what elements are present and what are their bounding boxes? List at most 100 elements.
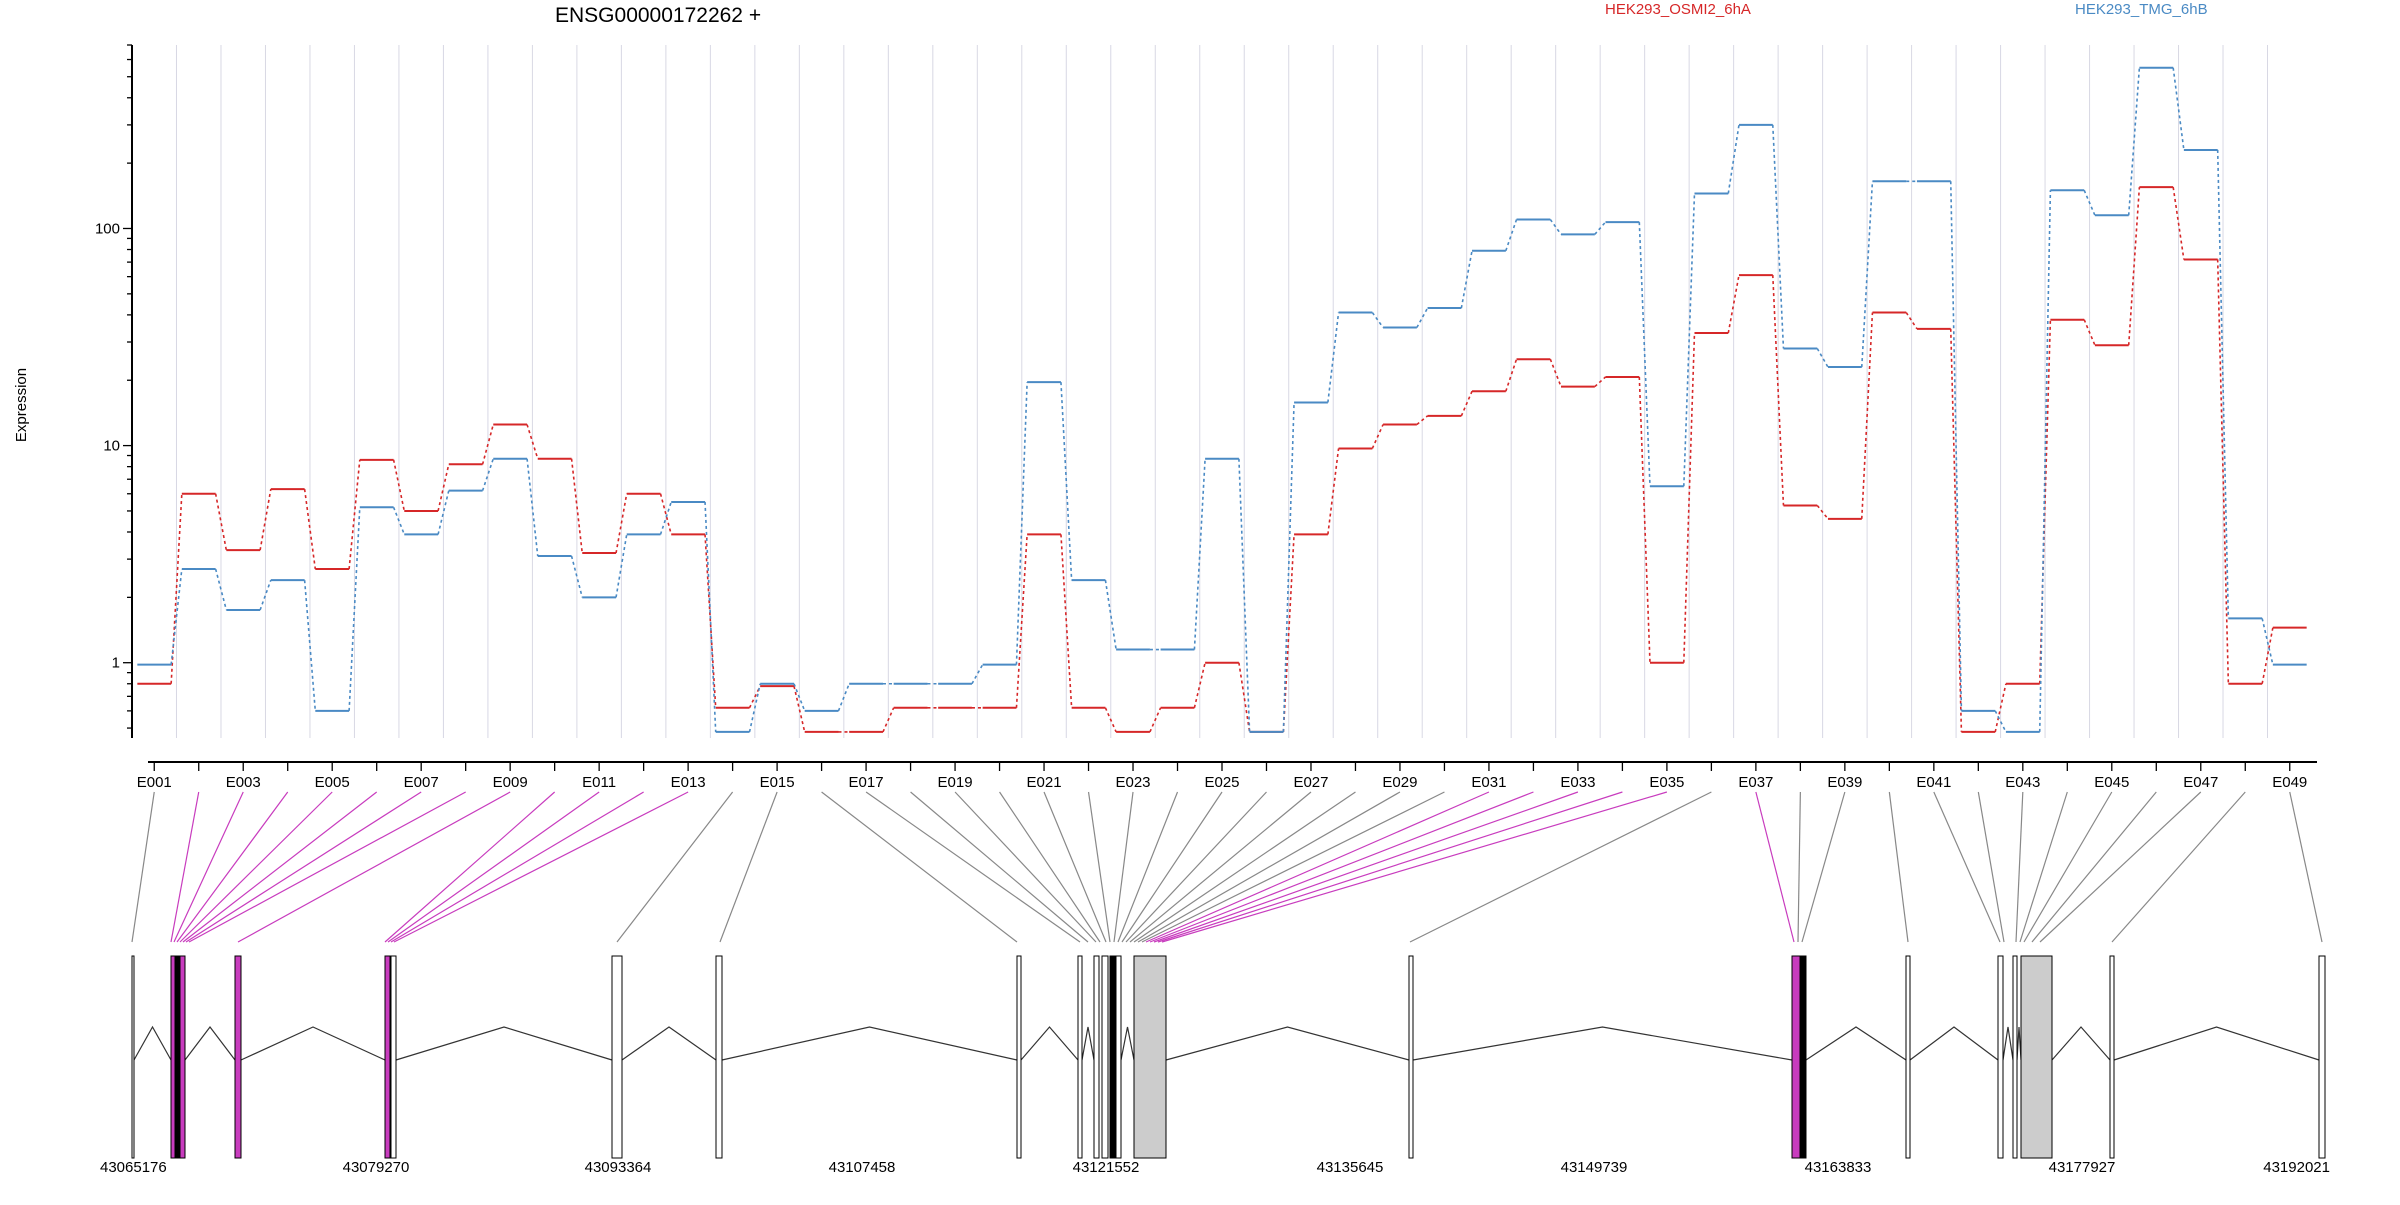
exon-label: E019 <box>938 774 973 791</box>
exon-block <box>1016 955 1022 1159</box>
connector-line <box>185 791 422 943</box>
exon-label: E031 <box>1471 774 1506 791</box>
genomic-position-label: 43135645 <box>1317 1159 1384 1176</box>
connector-line <box>719 791 778 943</box>
connector-line <box>1113 791 1134 943</box>
exon-block <box>1101 955 1109 1159</box>
step-connector <box>748 683 761 733</box>
step-connector <box>971 664 984 685</box>
exon-block <box>2020 955 2053 1159</box>
step-connector <box>481 424 495 465</box>
connector-line <box>188 791 466 943</box>
connector-line <box>182 791 378 943</box>
connector-line <box>1145 791 1490 943</box>
exon-label: E001 <box>137 774 172 791</box>
connector-line <box>1801 791 1846 943</box>
step-connector <box>259 489 272 551</box>
step-connector <box>1104 707 1117 733</box>
connector-line <box>393 791 689 943</box>
step-connector <box>2127 67 2141 216</box>
exon-label: E033 <box>1560 774 1595 791</box>
step-connector <box>1327 448 1340 535</box>
step-connector <box>1282 402 1295 732</box>
vertical-grid <box>175 45 2269 738</box>
connector-line <box>2031 791 2157 943</box>
connector-line <box>1888 791 1909 943</box>
genomic-position-label: 43121552 <box>1073 1159 1140 1176</box>
step-connector <box>1149 707 1162 733</box>
genomic-position-label: 43177927 <box>2049 1159 2116 1176</box>
exon-block <box>1905 955 1911 1159</box>
exon-block <box>1077 955 1083 1159</box>
connector-line <box>2111 791 2246 943</box>
step-connector <box>2127 187 2141 346</box>
connector-line <box>179 791 333 943</box>
connector-line <box>2023 791 2113 943</box>
step-connector <box>1193 662 1206 708</box>
step-connector <box>392 506 406 535</box>
step-connector <box>1594 376 1607 388</box>
step-connector <box>1771 124 1785 349</box>
exon-block <box>175 955 180 1159</box>
exon-block <box>2012 955 2018 1159</box>
exon-label: E025 <box>1204 774 1239 791</box>
connector-line <box>1133 791 1356 943</box>
exon-connectors <box>131 791 2323 943</box>
step-connector <box>793 683 806 712</box>
step-connector <box>2216 149 2230 619</box>
intron-line <box>395 1026 613 1061</box>
exon-label: E035 <box>1649 774 1684 791</box>
chart-title: ENSG00000172262 + <box>555 4 761 27</box>
step-connector <box>1416 307 1429 328</box>
connector-line <box>1129 791 1312 943</box>
connector-line <box>387 791 600 943</box>
genomic-position-label: 43065176 <box>100 1159 167 1176</box>
connector-line <box>1125 791 1267 943</box>
step-connector <box>1816 504 1829 520</box>
intron-line <box>1020 1026 1079 1061</box>
step-connector <box>1060 534 1073 708</box>
connector-line <box>131 791 155 943</box>
step-connector <box>1371 424 1384 449</box>
step-connector <box>1860 181 1874 368</box>
intron-line <box>2051 1026 2111 1061</box>
exon-label: E017 <box>849 774 884 791</box>
step-connector <box>570 458 584 554</box>
connector-line <box>821 791 1018 943</box>
step-connector <box>1638 222 1651 487</box>
step-connector <box>392 459 406 512</box>
step-connector <box>1683 193 1696 487</box>
step-connector <box>437 490 450 535</box>
connector-line <box>384 791 556 943</box>
exon-block <box>234 955 242 1159</box>
step-connector <box>259 579 272 611</box>
series-tmg <box>137 66 2307 733</box>
exon-block <box>1133 955 1167 1159</box>
connector-line <box>1797 791 1801 943</box>
step-connector <box>1994 683 2007 733</box>
step-connector <box>1683 332 1696 663</box>
step-connector <box>1949 328 1963 732</box>
intron-line <box>2113 1026 2320 1061</box>
connector-line <box>390 791 644 943</box>
y-axis-label: Expression <box>13 368 30 442</box>
genomic-position-label: 43163833 <box>1805 1159 1872 1176</box>
step-connector <box>882 707 895 733</box>
step-connector <box>2172 67 2185 151</box>
exon-block <box>1109 955 1116 1159</box>
step-connector <box>170 568 183 665</box>
intron-line <box>1120 1026 1135 1061</box>
exon-block <box>2318 955 2326 1159</box>
exon-label: E045 <box>2094 774 2129 791</box>
connector-line <box>1409 791 1712 943</box>
step-connector <box>348 459 361 570</box>
exon-label: E043 <box>2005 774 2040 791</box>
step-connector <box>793 685 806 733</box>
genomic-position-label: 43149739 <box>1561 1159 1628 1176</box>
step-connector <box>348 507 361 711</box>
exon-block <box>1997 955 2004 1159</box>
exon-block <box>384 955 391 1159</box>
exon-block <box>2109 955 2115 1159</box>
genomic-coordinate-axis: 43065176 43079270 43093364 43107458 43121552… <box>100 1159 2330 1176</box>
